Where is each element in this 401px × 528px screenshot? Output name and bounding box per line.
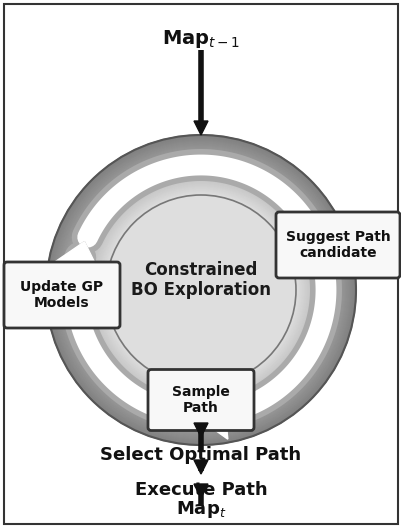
Circle shape — [104, 193, 297, 387]
Circle shape — [106, 195, 295, 385]
Polygon shape — [52, 242, 102, 277]
Circle shape — [89, 178, 312, 402]
Circle shape — [93, 183, 308, 397]
Circle shape — [81, 171, 320, 409]
Circle shape — [95, 184, 306, 396]
Circle shape — [91, 180, 310, 400]
Circle shape — [97, 187, 304, 393]
Circle shape — [95, 185, 306, 395]
Circle shape — [46, 135, 355, 445]
Circle shape — [64, 153, 337, 427]
Polygon shape — [194, 423, 207, 437]
Circle shape — [83, 173, 318, 408]
Polygon shape — [194, 121, 207, 135]
Text: Map$_{t-1}$: Map$_{t-1}$ — [162, 28, 239, 50]
Circle shape — [70, 159, 331, 421]
FancyBboxPatch shape — [148, 370, 253, 430]
Circle shape — [48, 137, 353, 443]
Circle shape — [72, 162, 329, 419]
Polygon shape — [52, 242, 102, 277]
Polygon shape — [194, 460, 207, 474]
FancyBboxPatch shape — [4, 262, 120, 328]
Circle shape — [82, 172, 319, 408]
Polygon shape — [195, 388, 227, 439]
Circle shape — [67, 156, 334, 423]
Circle shape — [76, 165, 325, 414]
Circle shape — [91, 181, 310, 399]
Circle shape — [60, 149, 341, 431]
Circle shape — [57, 146, 344, 434]
Text: Select Optimal Path: Select Optimal Path — [100, 446, 301, 464]
Circle shape — [51, 140, 350, 440]
Circle shape — [93, 182, 308, 398]
FancyBboxPatch shape — [275, 212, 399, 278]
Text: Execute Path: Execute Path — [134, 481, 267, 499]
Circle shape — [102, 191, 299, 389]
Circle shape — [49, 138, 352, 442]
Circle shape — [59, 148, 342, 432]
Text: Suggest Path
candidate: Suggest Path candidate — [285, 230, 389, 260]
Polygon shape — [284, 214, 331, 252]
Circle shape — [97, 186, 304, 394]
Circle shape — [79, 168, 322, 411]
Circle shape — [62, 151, 339, 429]
Circle shape — [103, 192, 298, 388]
Circle shape — [77, 166, 324, 413]
Text: Sample
Path: Sample Path — [172, 385, 229, 415]
Circle shape — [52, 141, 349, 439]
Circle shape — [87, 176, 314, 404]
Circle shape — [87, 177, 314, 403]
Polygon shape — [194, 484, 207, 498]
Circle shape — [58, 147, 343, 433]
Circle shape — [47, 136, 354, 444]
Circle shape — [68, 157, 333, 422]
Circle shape — [99, 188, 302, 392]
Circle shape — [66, 155, 335, 425]
Text: Update GP
Models: Update GP Models — [20, 280, 103, 310]
Circle shape — [100, 189, 301, 391]
Circle shape — [55, 144, 346, 436]
Circle shape — [71, 161, 330, 420]
Circle shape — [65, 154, 336, 426]
Polygon shape — [284, 214, 331, 252]
Circle shape — [69, 158, 332, 422]
Text: Map$_t$: Map$_t$ — [175, 499, 226, 521]
Circle shape — [85, 175, 316, 406]
Circle shape — [54, 143, 347, 437]
Circle shape — [105, 194, 296, 386]
Polygon shape — [195, 388, 227, 439]
Circle shape — [75, 165, 326, 416]
Circle shape — [78, 167, 323, 412]
Circle shape — [80, 169, 321, 410]
Circle shape — [56, 145, 345, 435]
Circle shape — [63, 152, 338, 428]
Circle shape — [61, 150, 340, 430]
Circle shape — [101, 190, 300, 390]
Circle shape — [73, 163, 328, 418]
Circle shape — [89, 179, 312, 401]
Circle shape — [74, 164, 327, 417]
Circle shape — [50, 139, 351, 441]
Circle shape — [53, 142, 348, 438]
Text: Constrained
BO Exploration: Constrained BO Exploration — [131, 261, 270, 299]
Circle shape — [85, 174, 316, 407]
